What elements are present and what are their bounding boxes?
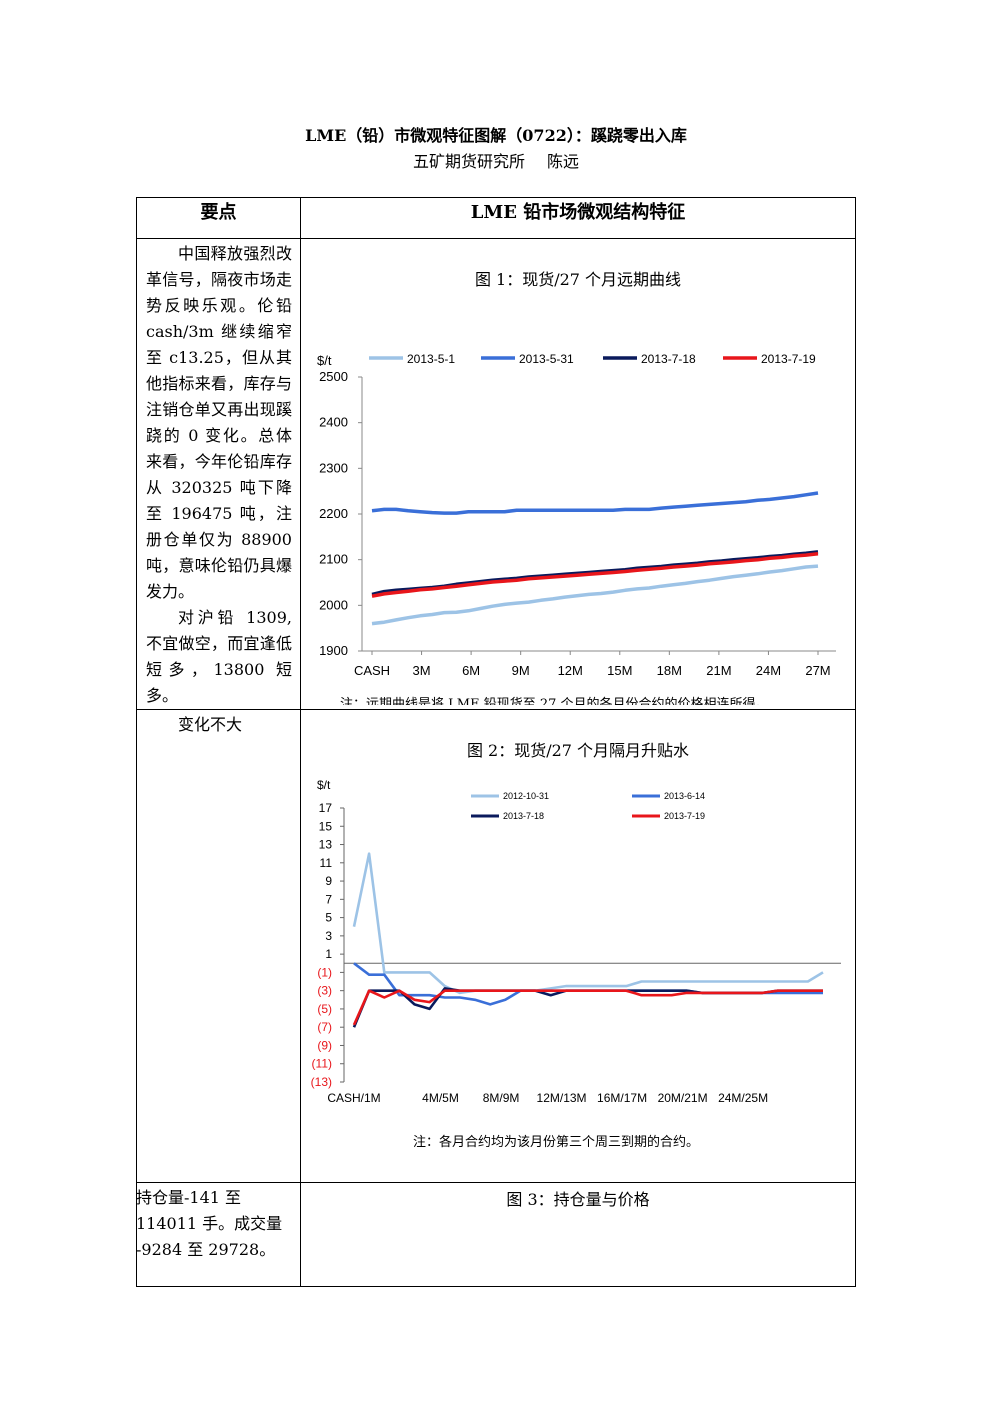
figure2-cell: 图 2：现货/27 个月隔月升贴水 $/t 注：各月合约均为该月份第三个周三到期… (300, 709, 856, 1183)
y-tick-label: 1900 (319, 643, 348, 658)
row2-text-cell: 变化不大 (136, 709, 301, 1183)
x-tick-label: 21M (706, 663, 731, 678)
y-tick-label: (5) (317, 1002, 332, 1016)
figure3-title: 图 3：持仓量与价格 (506, 1190, 650, 1209)
y-tick-label: (7) (317, 1020, 332, 1034)
row1-paragraph: 中国释放强烈改革信号，隔夜市场走势反映乐观。伦铅 cash/3m 继续缩窄至 c… (146, 244, 292, 601)
institute-name: 五矿期货研究所 (412, 152, 525, 171)
x-tick-label: 16M/17M (597, 1091, 647, 1105)
row3-line: 114011 手。成交量 (136, 1214, 283, 1233)
y-tick-label: 17 (319, 801, 333, 815)
series-line-2013-7-19 (371, 551, 819, 598)
legend-label: 2013-7-19 (761, 352, 816, 366)
x-tick-label: 4M/5M (422, 1091, 459, 1105)
y-tick-label: (9) (317, 1038, 332, 1052)
y-tick-label: 1 (325, 947, 332, 961)
y-tick-label: 9 (325, 874, 332, 888)
y-tick-label: 5 (325, 911, 332, 925)
y-tick-label: (3) (317, 984, 332, 998)
x-tick-label: 15M (607, 663, 632, 678)
row3-line: -9284 至 29728。 (136, 1240, 276, 1259)
x-tick-label: CASH/1M (327, 1091, 380, 1105)
row1-paragraph: 对沪铅 1309,不宜做空，而宜逢低短多，13800 短多。 (146, 608, 292, 705)
micro-structure-header: LME 铅市场微观结构特征 (300, 197, 856, 239)
x-tick-label: 24M (756, 663, 781, 678)
legend-label: 2013-7-19 (664, 811, 705, 821)
series-line-2013-6-14 (353, 962, 823, 1006)
y-tick-label: 15 (319, 819, 333, 833)
x-tick-label: CASH (354, 663, 390, 678)
key-points-header: 要点 (136, 197, 301, 239)
figure2-title: 图 2：现货/27 个月隔月升贴水 (467, 741, 689, 760)
legend-label: 2013-5-1 (407, 352, 455, 366)
row2-paragraph: 变化不大 (178, 715, 243, 734)
x-tick-label: 27M (805, 663, 830, 678)
document-byline: 五矿期货研究所 陈远 (0, 148, 992, 172)
y-tick-label: (13) (311, 1075, 332, 1089)
x-tick-label: 6M (462, 663, 480, 678)
legend-label: 2013-7-18 (503, 811, 544, 821)
x-tick-label: 9M (512, 663, 530, 678)
legend-label: 2013-7-18 (641, 352, 696, 366)
y-tick-label: (11) (312, 1057, 332, 1071)
y-tick-label: 3 (325, 929, 332, 943)
forward-curve-chart: 图 1：现货/27 个月远期曲线 $/t 注：远期曲线是将 LME 铅现货至 2… (317, 270, 836, 712)
figure1-cell: 图 1：现货/27 个月远期曲线 $/t 注：远期曲线是将 LME 铅现货至 2… (300, 238, 856, 712)
x-tick-label: 24M/25M (718, 1091, 768, 1105)
x-tick-label: 20M/21M (658, 1091, 708, 1105)
legend-label: 2013-5-31 (519, 352, 574, 366)
figure3-cell: 图 3：持仓量与价格 (300, 1182, 856, 1287)
figure1-note: 注：远期曲线是将 LME 铅现货至 27 个月的各月份合约的价格相连所得。 (340, 696, 769, 705)
figure1-unit: $/t (317, 353, 332, 368)
x-tick-label: 12M/13M (537, 1091, 587, 1105)
legend-label: 2013-6-14 (664, 791, 705, 801)
figure2-unit: $/t (317, 778, 331, 792)
y-tick-label: 13 (319, 838, 333, 852)
y-tick-label: 2300 (319, 460, 348, 475)
row3-line: 持仓量-141 至 (136, 1188, 242, 1207)
x-tick-label: 18M (657, 663, 682, 678)
y-tick-label: 2500 (319, 369, 348, 384)
legend-label: 2012-10-31 (503, 791, 549, 801)
author-name: 陈远 (547, 152, 580, 171)
y-tick-label: 7 (325, 892, 332, 906)
x-tick-label: 12M (558, 663, 583, 678)
row3-text-cell: 持仓量-141 至 114011 手。成交量 -9284 至 29728。 (136, 1182, 301, 1287)
x-tick-label: 8M/9M (483, 1091, 520, 1105)
y-tick-label: 11 (320, 856, 333, 870)
analysis-table: 要点 LME 铅市场微观结构特征 中国释放强烈改革信号，隔夜市场走势反映乐观。伦… (136, 197, 856, 1287)
x-tick-label: 3M (413, 663, 431, 678)
series-line-2012-10-31 (352, 852, 824, 995)
figure2-note: 注：各月合约均为该月份第三个周三到期的合约。 (413, 1134, 699, 1150)
spread-chart: 图 2：现货/27 个月隔月升贴水 $/t 注：各月合约均为该月份第三个周三到期… (311, 741, 841, 1150)
series-line-2013-7-19 (352, 989, 823, 1026)
row1-text-cell: 中国释放强烈改革信号，隔夜市场走势反映乐观。伦铅 cash/3m 继续缩窄至 c… (136, 238, 301, 710)
series-line-2013-5-31 (371, 491, 819, 515)
y-tick-label: 2400 (319, 415, 348, 430)
y-tick-label: 2100 (319, 552, 348, 567)
series-line-2013-5-1 (371, 564, 819, 626)
y-tick-label: 2200 (319, 506, 348, 521)
y-tick-label: (1) (317, 965, 332, 979)
y-tick-label: 2000 (319, 597, 348, 612)
figure1-title: 图 1：现货/27 个月远期曲线 (475, 270, 681, 289)
document-title: LME（铅）市微观特征图解（0722）：蹊跷零出入库 (305, 126, 687, 145)
